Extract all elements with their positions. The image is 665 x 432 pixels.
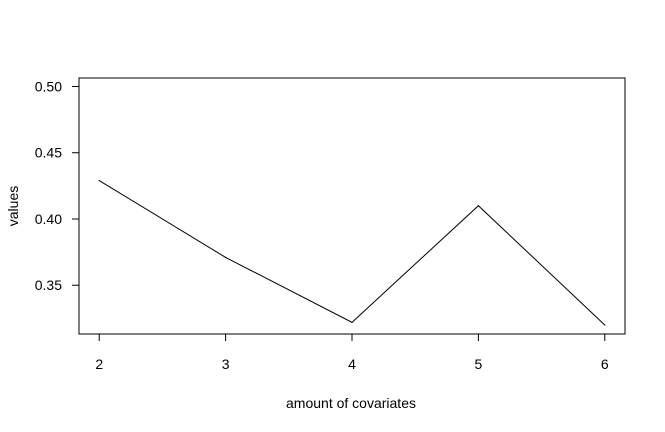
data-point <box>225 256 227 259</box>
x-axis: 2 3 4 5 6 <box>95 333 609 372</box>
y-tick-label: 0.45 <box>35 145 62 161</box>
x-tick-label: 6 <box>601 356 609 372</box>
data-point <box>98 179 100 182</box>
x-tick-label: 4 <box>348 356 356 372</box>
series-layer <box>98 179 606 326</box>
y-axis: 0.35 0.40 0.45 0.50 <box>35 78 80 293</box>
x-tick-label: 2 <box>95 356 103 372</box>
x-tick-label: 5 <box>474 356 482 372</box>
x-axis-title: amount of covariates <box>286 395 416 411</box>
data-point <box>604 324 606 326</box>
y-tick-label: 0.35 <box>35 277 62 293</box>
y-axis-title: values <box>5 186 21 226</box>
y-tick-label: 0.40 <box>35 211 62 227</box>
data-point <box>351 321 353 323</box>
x-tick-label: 3 <box>222 356 230 372</box>
y-tick-label: 0.50 <box>35 78 62 94</box>
data-point <box>477 205 479 207</box>
